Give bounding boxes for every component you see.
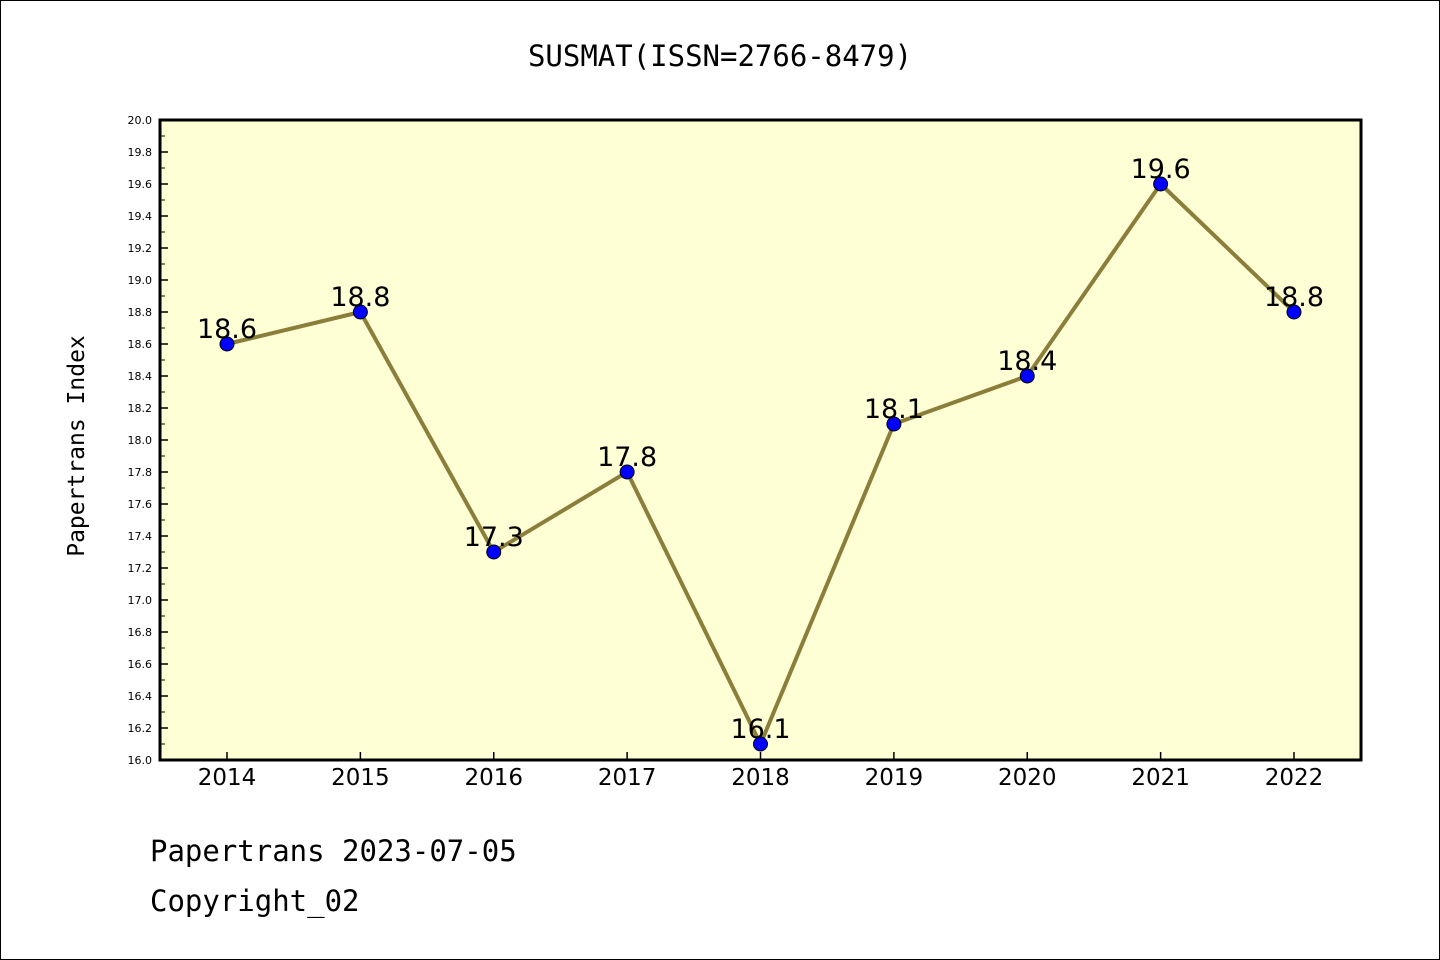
data-labels: 18.6 18.8 17.3 17.8 16.1 18.1 18.4 19.6 18.8 xyxy=(197,154,1324,745)
y-tick-label: 20.0 xyxy=(128,114,153,127)
data-label: 19.6 xyxy=(1131,154,1191,185)
y-tick-label: 16.2 xyxy=(128,722,153,735)
data-label: 18.1 xyxy=(864,394,924,425)
y-axis-label: Papertrans Index xyxy=(64,335,90,557)
chart-title: SUSMAT(ISSN=2766-8479) xyxy=(528,39,912,73)
y-tick-label: 17.6 xyxy=(128,498,153,511)
data-point-marker xyxy=(1019,368,1035,384)
footer-copyright-line: Copyright_02 xyxy=(150,884,360,918)
x-tick-label: 2018 xyxy=(731,765,790,791)
x-axis-ticks: 2014 2015 2016 2017 2018 2019 2020 2021 2022 xyxy=(198,752,1324,791)
y-tick-label: 17.4 xyxy=(128,530,153,543)
y-tick-label: 18.6 xyxy=(128,338,153,351)
y-tick-label: 16.0 xyxy=(128,754,153,767)
y-tick-label: 17.0 xyxy=(128,594,153,607)
data-label: 17.3 xyxy=(464,522,524,553)
data-point-marker xyxy=(1153,176,1169,192)
y-tick-label: 17.8 xyxy=(128,466,153,479)
data-point-marker xyxy=(619,464,635,480)
y-tick-label: 19.6 xyxy=(128,178,153,191)
y-tick-label: 19.2 xyxy=(128,242,153,255)
data-point-marker xyxy=(753,736,768,752)
y-tick-label: 18.4 xyxy=(128,370,153,383)
y-tick-label: 16.6 xyxy=(128,658,153,671)
plot-area xyxy=(160,120,1361,760)
data-label: 18.8 xyxy=(330,282,390,313)
x-tick-label: 2017 xyxy=(598,765,657,791)
data-point-marker xyxy=(486,544,502,560)
y-tick-label: 16.4 xyxy=(128,690,153,703)
y-tick-label: 18.8 xyxy=(128,306,153,319)
x-tick-label: 2019 xyxy=(865,765,924,791)
plot-border xyxy=(158,118,1363,762)
data-label: 17.8 xyxy=(597,442,657,473)
y-tick-label: 16.8 xyxy=(128,626,153,639)
y-tick-label: 18.2 xyxy=(128,402,153,415)
x-tick-label: 2016 xyxy=(464,765,523,791)
data-label: 18.8 xyxy=(1264,282,1324,313)
y-tick-label: 17.2 xyxy=(128,562,153,575)
data-point-marker xyxy=(352,304,368,320)
data-label: 18.4 xyxy=(997,346,1057,377)
x-tick-label: 2021 xyxy=(1131,765,1190,791)
series-markers xyxy=(219,176,1302,752)
x-tick-label: 2015 xyxy=(331,765,390,791)
data-point-marker xyxy=(1286,304,1302,320)
data-label: 18.6 xyxy=(197,314,257,345)
footer-date-line: Papertrans 2023-07-05 xyxy=(150,834,517,868)
x-tick-label: 2022 xyxy=(1265,765,1324,791)
y-tick-label: 18.0 xyxy=(128,434,153,447)
y-tick-label: 19.4 xyxy=(128,210,153,223)
y-tick-label: 19.8 xyxy=(128,146,153,159)
data-point-marker xyxy=(219,336,235,352)
data-label: 16.1 xyxy=(730,714,790,745)
data-point-marker xyxy=(886,416,902,432)
y-tick-label: 19.0 xyxy=(128,274,153,287)
x-tick-label: 2020 xyxy=(998,765,1057,791)
x-tick-label: 2014 xyxy=(198,765,257,791)
